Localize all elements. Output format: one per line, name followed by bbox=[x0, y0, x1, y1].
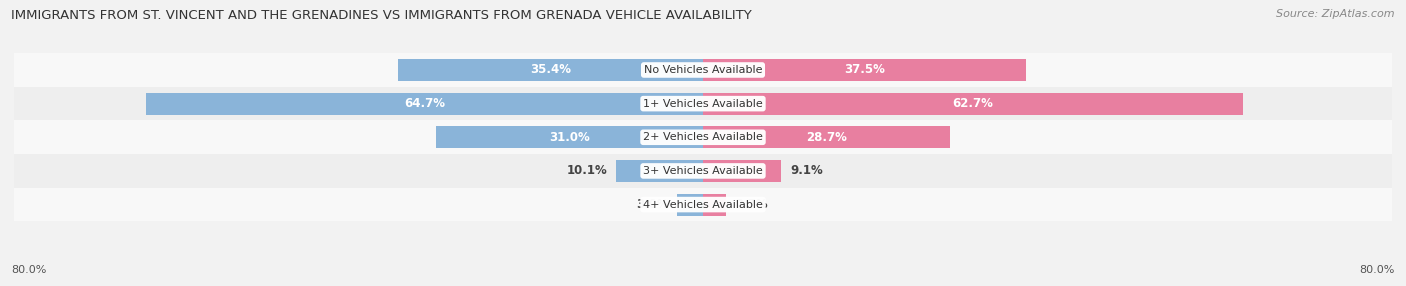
Bar bbox=[703, 126, 950, 148]
Bar bbox=[14, 188, 1392, 221]
Bar bbox=[14, 154, 1392, 188]
Text: 35.4%: 35.4% bbox=[530, 63, 571, 76]
Text: IMMIGRANTS FROM ST. VINCENT AND THE GRENADINES VS IMMIGRANTS FROM GRENADA VEHICL: IMMIGRANTS FROM ST. VINCENT AND THE GREN… bbox=[11, 9, 752, 21]
Bar bbox=[703, 194, 727, 216]
Text: 37.5%: 37.5% bbox=[844, 63, 884, 76]
Text: 80.0%: 80.0% bbox=[1360, 265, 1395, 275]
Text: 31.0%: 31.0% bbox=[550, 131, 591, 144]
Text: 4+ Vehicles Available: 4+ Vehicles Available bbox=[643, 200, 763, 210]
Text: 10.1%: 10.1% bbox=[567, 164, 607, 177]
Bar bbox=[14, 87, 1392, 120]
Bar bbox=[14, 53, 1392, 87]
Text: 1+ Vehicles Available: 1+ Vehicles Available bbox=[643, 99, 763, 109]
Bar bbox=[703, 59, 1026, 81]
Text: No Vehicles Available: No Vehicles Available bbox=[644, 65, 762, 75]
Bar bbox=[398, 59, 703, 81]
Bar bbox=[14, 120, 1392, 154]
Bar bbox=[678, 194, 703, 216]
Bar bbox=[703, 160, 782, 182]
Text: 62.7%: 62.7% bbox=[952, 97, 994, 110]
Text: Source: ZipAtlas.com: Source: ZipAtlas.com bbox=[1277, 9, 1395, 19]
Bar bbox=[146, 93, 703, 115]
Text: 2+ Vehicles Available: 2+ Vehicles Available bbox=[643, 132, 763, 142]
Text: 9.1%: 9.1% bbox=[790, 164, 823, 177]
Text: 80.0%: 80.0% bbox=[11, 265, 46, 275]
Text: 3.0%: 3.0% bbox=[636, 198, 669, 211]
Text: 64.7%: 64.7% bbox=[404, 97, 444, 110]
Bar bbox=[616, 160, 703, 182]
Text: 3+ Vehicles Available: 3+ Vehicles Available bbox=[643, 166, 763, 176]
Text: 28.7%: 28.7% bbox=[806, 131, 846, 144]
Text: 2.7%: 2.7% bbox=[735, 198, 768, 211]
Legend: Immigrants from St. Vincent and the Grenadines, Immigrants from Grenada: Immigrants from St. Vincent and the Gren… bbox=[449, 284, 957, 286]
Bar bbox=[436, 126, 703, 148]
Bar bbox=[703, 93, 1243, 115]
